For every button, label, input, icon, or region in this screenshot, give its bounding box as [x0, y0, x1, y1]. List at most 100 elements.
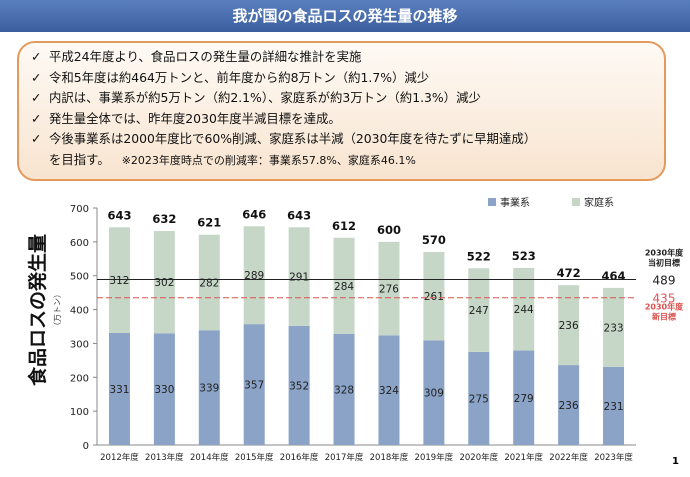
x-tick-label: 2017年度 — [325, 452, 364, 463]
check-icon: ✓ — [31, 131, 42, 147]
bar-segment-business — [333, 333, 355, 445]
data-label-total: 646 — [242, 207, 266, 221]
check-icon: ✓ — [31, 69, 42, 85]
bar-segment-household — [243, 226, 265, 325]
x-tick-label: 2019年度 — [415, 452, 454, 463]
check-icon: ✓ — [31, 49, 42, 64]
x-tick-label: 2014年度 — [190, 452, 229, 463]
reference-line-caption: 新目標 — [652, 312, 676, 322]
x-tick-label: 2015年度 — [235, 452, 274, 463]
data-label-total: 643 — [287, 208, 311, 222]
legend-label: 家庭系 — [584, 196, 614, 209]
data-label-household: 233 — [604, 322, 624, 334]
legend-swatch — [572, 198, 580, 206]
data-label-business: 339 — [199, 383, 219, 395]
bar-segment-business — [108, 332, 130, 445]
data-label-business: 279 — [514, 393, 534, 405]
data-label-total: 600 — [377, 223, 401, 237]
summary-bullet: ✓ 令和5年度は約464万トンと、前年度から約8万トン（約1.7%）減少 — [31, 68, 654, 89]
y-tick-label: 200 — [70, 373, 89, 384]
summary-continuation: を目指す。 ※2023年度時点での削減率：事業系57.8%、家庭系46.1% — [31, 150, 654, 172]
data-label-business: 309 — [424, 388, 444, 400]
bar-segment-business — [468, 351, 490, 445]
bar-segment-business — [603, 366, 625, 445]
summary-bullet: ✓ 平成24年度より、食品ロスの発生量の詳細な推計を実施 — [31, 47, 654, 68]
y-tick-label: 600 — [70, 238, 89, 249]
bar-segment-household — [558, 285, 580, 366]
x-tick-label: 2021年度 — [504, 452, 543, 463]
data-label-total: 522 — [467, 249, 491, 263]
data-label-total: 464 — [602, 269, 626, 283]
y-tick-label: 0 — [83, 441, 89, 452]
y-tick-label: 400 — [70, 306, 89, 317]
bar-segment-business — [243, 324, 265, 445]
data-label-household: 289 — [244, 270, 264, 282]
data-label-total: 472 — [557, 266, 581, 280]
bar-segment-business — [558, 365, 580, 445]
data-label-total: 523 — [512, 249, 536, 263]
bar-segment-business — [198, 330, 220, 445]
data-label-household: 244 — [514, 304, 534, 316]
bar-segment-household — [333, 237, 355, 334]
data-label-business: 328 — [334, 384, 354, 396]
data-label-total: 632 — [152, 212, 176, 226]
data-label-household: 236 — [559, 320, 579, 332]
data-label-total: 643 — [107, 208, 131, 222]
check-icon: ✓ — [31, 110, 42, 126]
page-number: 1 — [672, 456, 679, 467]
x-tick-label: 2023年度 — [594, 452, 633, 463]
x-tick-label: 2022年度 — [549, 452, 588, 463]
reference-line-value: 489 — [653, 273, 676, 287]
x-tick-label: 2016年度 — [280, 452, 319, 463]
bar-segment-household — [468, 268, 490, 352]
summary-bullet: ✓ 今後事業系は2000年度比で60%削減、家庭系は半減（2030年度を待たずに… — [31, 129, 654, 150]
y-axis-unit: （万トン） — [53, 290, 62, 330]
bar-segment-household — [378, 241, 400, 336]
y-tick-label: 500 — [70, 272, 89, 283]
legend: 事業系 家庭系 — [488, 196, 614, 209]
plot-area: 0 100 200 300 400 500 600 700 331 312 643 2012年度 330… — [70, 204, 684, 463]
data-label-household: 291 — [289, 272, 309, 284]
bar-segment-household — [288, 227, 310, 326]
reference-line-caption: 2030年度 — [645, 247, 684, 257]
food-loss-chart: 食品ロスの発生量 （万トン） 事業系 家庭系 0 100 200 300 400 500 60… — [26, 196, 684, 463]
reference-line-caption: 当初目標 — [648, 257, 680, 267]
data-label-household: 284 — [334, 281, 354, 293]
summary-bullet-text: 発生量全体では、昨年度2030年度半減目標を達成。 — [49, 110, 341, 126]
data-label-household: 302 — [154, 277, 174, 289]
y-tick-label: 100 — [70, 407, 89, 418]
summary-box: ✓ 平成24年度より、食品ロスの発生量の詳細な推計を実施 ✓ 令和5年度は約46… — [17, 41, 666, 181]
data-label-business: 236 — [559, 400, 579, 412]
bar-segment-household — [198, 234, 220, 331]
check-icon: ✓ — [31, 90, 42, 106]
bar-segment-household — [513, 267, 535, 351]
y-axis-label: 食品ロスの発生量 — [26, 234, 49, 386]
bar-segment-business — [288, 325, 310, 445]
summary-bullet-text: 平成24年度より、食品ロスの発生量の詳細な推計を実施 — [49, 49, 362, 64]
data-label-business: 352 — [289, 380, 309, 392]
data-label-household: 247 — [469, 305, 489, 317]
data-label-business: 331 — [109, 384, 129, 396]
legend-label: 事業系 — [500, 196, 530, 209]
bar-segment-business — [153, 333, 175, 445]
data-label-household: 276 — [379, 284, 399, 296]
summary-bullet: ✓ 発生量全体では、昨年度2030年度半減目標を達成。 — [31, 109, 654, 130]
data-label-business: 330 — [154, 384, 174, 396]
legend-swatch — [488, 198, 496, 206]
bar-segment-business — [513, 350, 535, 445]
summary-bullet-text: 内訳は、事業系が約5万トン（約2.1%）、家庭系が約3万トン（約1.3%）減少 — [49, 90, 481, 106]
data-label-total: 621 — [197, 216, 221, 230]
bar-segment-business — [378, 335, 400, 445]
data-label-business: 231 — [604, 401, 624, 413]
data-label-household: 261 — [424, 291, 444, 303]
x-tick-label: 2020年度 — [459, 452, 498, 463]
data-label-total: 570 — [422, 233, 446, 247]
x-tick-label: 2013年度 — [145, 452, 184, 463]
summary-note: ※2023年度時点での削減率：事業系57.8%、家庭系46.1% — [121, 153, 416, 167]
bar-segment-household — [603, 287, 625, 367]
data-label-business: 357 — [244, 380, 264, 392]
data-label-household: 282 — [199, 277, 219, 289]
y-tick-label: 700 — [70, 204, 89, 215]
data-label-business: 275 — [469, 393, 489, 405]
y-tick-label: 300 — [70, 339, 89, 350]
